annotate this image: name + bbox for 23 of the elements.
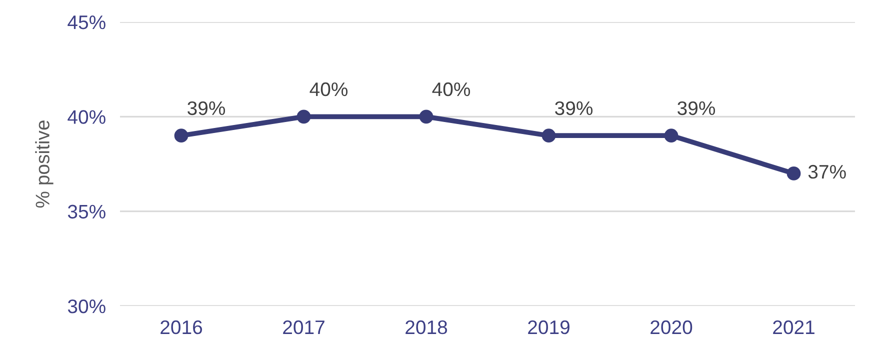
x-tick-label: 2021 [773,320,814,334]
data-label: 37% [808,164,846,179]
x-tick-label: 2016 [160,320,202,334]
data-label: 40% [310,82,348,96]
y-tick-label: 45% [68,16,106,30]
data-label: 39% [555,101,593,116]
point [419,110,434,124]
data-label: 40% [432,82,470,96]
y-tick-label: 40% [68,110,106,124]
point [174,128,188,143]
y-tick-label: 35% [68,204,106,219]
y-axis-title: % positive [35,120,54,208]
x-tick-label: 2020 [650,320,692,334]
x-tick-label: 2019 [528,320,570,334]
point [542,128,556,143]
x-tick-label: 2018 [406,320,448,334]
point [664,128,678,143]
y-tick-label: 30% [68,299,106,314]
data-label: 39% [188,101,226,116]
point [786,166,801,180]
data-label: 39% [678,101,716,116]
x-tick-label: 2017 [283,320,324,334]
point [296,110,311,124]
